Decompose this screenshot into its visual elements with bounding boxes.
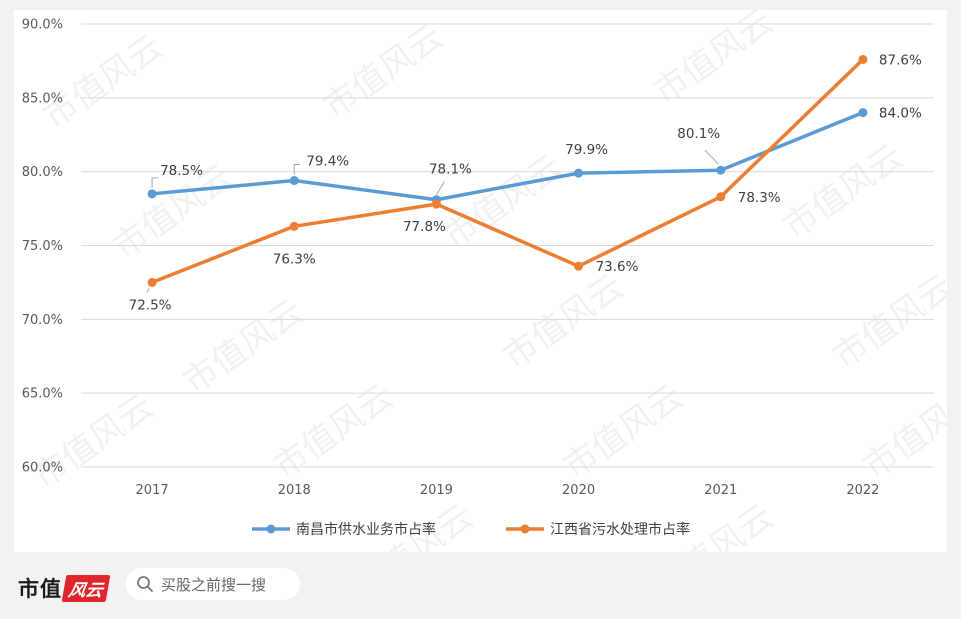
- x-axis: 2017 2018 2019 2020 2021 2022: [136, 483, 880, 498]
- series-point-2: [716, 192, 726, 202]
- chart-card: 市值风云 市值风云 市值风云 市值风云 市值风云 市值风云 市值风云 市值风云 市值风云 市值风云…: [14, 10, 947, 552]
- series-point-1: [574, 168, 584, 178]
- x-tick-label: 2017: [136, 483, 169, 498]
- series-point-1: [289, 176, 299, 186]
- data-label-2: 73.6%: [596, 259, 639, 275]
- series-line-2: [150, 57, 865, 285]
- series-point-2: [289, 221, 299, 231]
- series-point-1: [147, 189, 157, 199]
- legend-label-1: 南昌市供水业务市占率: [296, 521, 436, 538]
- footer-bar: 市值 风云 买股之前搜一搜: [0, 552, 961, 619]
- x-tick-label: 2022: [846, 483, 879, 498]
- watermark-text: 市值风云: [826, 267, 947, 378]
- data-label-2: 76.3%: [273, 251, 316, 267]
- y-tick-label: 70.0%: [22, 313, 63, 328]
- series-point-2: [147, 277, 157, 287]
- search-box[interactable]: 买股之前搜一搜: [126, 568, 300, 600]
- y-axis: 60.0% 65.0% 70.0% 75.0% 80.0% 85.0% 90.0%: [22, 18, 63, 476]
- legend: 南昌市供水业务市占率 江西省污水处理市占率: [252, 521, 690, 538]
- x-tick-label: 2018: [278, 483, 311, 498]
- y-tick-label: 90.0%: [22, 18, 63, 33]
- watermark-text: 市值风云: [496, 267, 630, 378]
- series-point-1: [716, 165, 726, 175]
- brand-mark: 风云: [61, 574, 111, 602]
- data-label-2: 77.8%: [403, 219, 446, 235]
- y-tick-label: 85.0%: [22, 91, 63, 106]
- data-label-1: 78.5%: [160, 163, 203, 179]
- y-tick-label: 80.0%: [22, 165, 63, 180]
- data-label-1: 78.1%: [429, 162, 472, 178]
- brand-name: 市值: [18, 576, 62, 601]
- series-point-2: [431, 199, 441, 209]
- data-labels: 78.5% 79.4% 78.1% 79.9% 80.1% 84.0% 72.5% 76.3%…: [129, 52, 922, 313]
- watermark-text: 市值风云: [646, 10, 780, 112]
- gridlines: [81, 23, 934, 468]
- series-point-1: [858, 108, 868, 118]
- legend-label-2: 江西省污水处理市占率: [550, 521, 690, 538]
- legend-swatch-marker-1: [266, 524, 276, 534]
- label-leader-line: [151, 177, 159, 188]
- data-label-1: 79.9%: [565, 142, 608, 158]
- search-prompt: 买股之前搜一搜: [161, 575, 267, 594]
- data-label-2: 87.6%: [879, 52, 922, 68]
- y-tick-label: 65.0%: [22, 387, 63, 402]
- legend-swatch-marker-2: [520, 524, 530, 534]
- brand-logo[interactable]: 市值 风云: [18, 573, 111, 603]
- x-tick-label: 2020: [562, 483, 595, 498]
- data-label-2: 72.5%: [129, 297, 172, 313]
- series-point-2: [574, 261, 584, 271]
- x-tick-label: 2021: [704, 483, 737, 498]
- series-point-2: [858, 54, 868, 64]
- x-tick-label: 2019: [420, 483, 453, 498]
- watermark-text: 市值风云: [26, 387, 160, 498]
- series-layer: [147, 54, 868, 287]
- y-tick-label: 75.0%: [22, 239, 63, 254]
- watermark-text: 市值风云: [176, 292, 310, 403]
- data-label-2: 78.3%: [738, 190, 781, 206]
- series-line-1: [150, 110, 865, 202]
- data-label-1: 79.4%: [306, 154, 349, 170]
- watermark-text: 市值风云: [316, 17, 450, 128]
- label-leader-line: [704, 149, 720, 165]
- data-label-1: 80.1%: [677, 126, 720, 142]
- label-leader-line: [435, 181, 445, 195]
- search-icon: [137, 576, 153, 592]
- y-tick-label: 60.0%: [22, 461, 63, 476]
- label-leader-line: [146, 288, 150, 293]
- label-leader-line: [293, 164, 301, 175]
- data-label-1: 84.0%: [879, 106, 922, 122]
- watermark-text: 市值风云: [776, 137, 910, 248]
- watermark-text: 市值风云: [36, 27, 170, 138]
